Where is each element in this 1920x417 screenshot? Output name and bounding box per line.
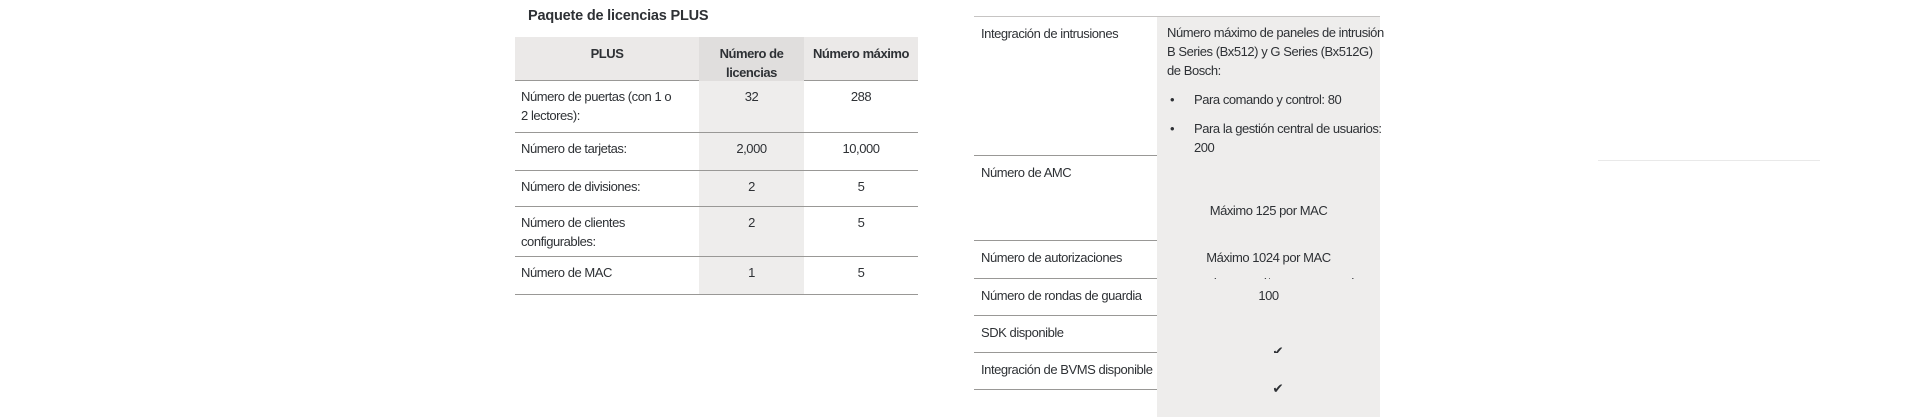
row-label: Número de MAC <box>521 265 612 280</box>
row-licenses-value: 1 <box>699 257 804 294</box>
row-max-value: 288 <box>850 89 872 104</box>
header-cell-plus: PLUS <box>590 46 624 61</box>
table-row: SDK disponible ✔ <box>974 316 1380 380</box>
row-max-value: 5 <box>857 265 865 280</box>
row-licenses-value: 32 <box>699 81 804 132</box>
bullet-text: Para comando y control: 80 <box>1194 92 1342 107</box>
left-table-title: Paquete de licencias PLUS <box>528 8 709 24</box>
table-row: Número de puertas (con 1 o 2 lectores): … <box>515 81 918 133</box>
list-item: • Para comando y control: 80 <box>1167 90 1380 109</box>
row-label: Número de tarjetas: <box>521 141 627 156</box>
check-icon: ✔ <box>1272 344 1284 359</box>
check-icon: ✔ <box>1272 381 1284 396</box>
bullet-icon: • <box>1170 92 1175 107</box>
table-row: Integración de BVMS disponible ✔ <box>974 353 1380 417</box>
row-label: SDK disponible <box>981 325 1064 340</box>
list-item: • Para la gestión central de usuarios: 2… <box>1167 119 1382 157</box>
row-label: Número de AMC <box>981 165 1072 180</box>
table-row: Número de tarjetas: 2,000 10,000 <box>515 133 918 171</box>
table-row: Número de MAC 1 5 <box>515 257 918 295</box>
row-label: Número de rondas de guardia <box>981 288 1142 303</box>
row-max-value: 5 <box>857 215 865 230</box>
bullet-text: Para la gestión central de usuarios: 200 <box>1194 121 1382 155</box>
header-cell-num-max: Número máximo <box>812 46 909 61</box>
row-licenses-value: 2 <box>699 171 804 206</box>
row-value: ✔ <box>1157 353 1380 417</box>
row-max-value: 5 <box>857 179 865 194</box>
row-value: Máximo 1024 por MAC <box>1157 241 1380 278</box>
table-row: Número de autorizaciones Máximo 1024 por… <box>974 241 1380 279</box>
row-label: Número de divisiones: <box>521 179 641 194</box>
features-table: Integración de intrusiones Número máximo… <box>974 16 1384 417</box>
table-row: Número de rondas de guardia 100 <box>974 279 1380 316</box>
value-line: Máximo 125 por MAC <box>1209 203 1328 218</box>
plus-license-table: PLUS Número de licencias Número máximo N… <box>515 37 918 295</box>
row-label: Integración de BVMS disponible <box>981 362 1153 377</box>
row-label: Integración de intrusiones <box>981 26 1119 41</box>
row-label: Número de puertas (con 1 o 2 lectores): <box>521 89 672 123</box>
table-row: Número de divisiones: 2 5 <box>515 171 918 207</box>
plus-table-header-row: PLUS Número de licencias Número máximo <box>515 37 918 82</box>
table-row: Número de clientes configurables: 2 5 <box>515 207 918 257</box>
row-max-value: 10,000 <box>842 141 880 156</box>
faint-divider <box>1598 160 1820 161</box>
row-licenses-value: 2,000 <box>699 133 804 170</box>
row-label: Número de clientes configurables: <box>521 215 625 249</box>
row-licenses-value: 2 <box>699 207 804 256</box>
row-label: Número de autorizaciones <box>981 250 1122 265</box>
row-value: 100 <box>1157 279 1380 315</box>
table-row: Integración de intrusiones Número máximo… <box>974 17 1384 157</box>
intrusion-intro-text: Número máximo de paneles de intrusión B … <box>1167 25 1384 78</box>
header-cell-num-licenses: Número de licencias <box>699 37 804 82</box>
table-row: Número de AMC Máximo 125 por MAC Hasta 6… <box>974 156 1380 340</box>
row-value: Número máximo de paneles de intrusión B … <box>1157 17 1384 157</box>
bullet-icon: • <box>1170 121 1175 136</box>
